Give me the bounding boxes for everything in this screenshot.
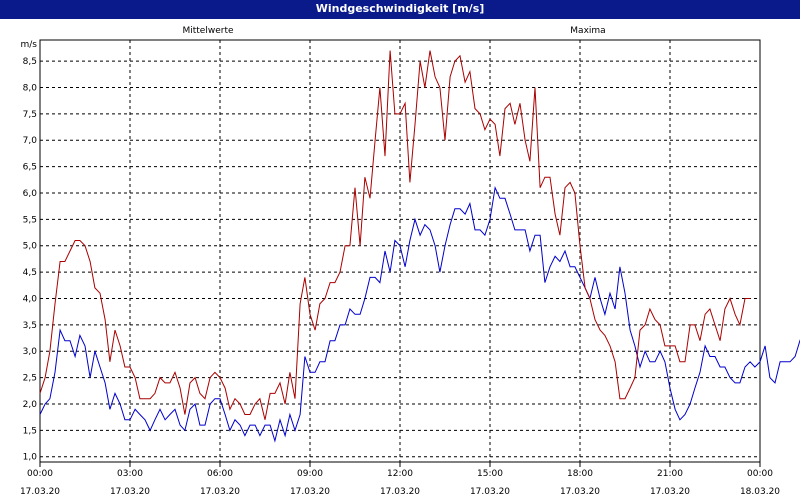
y-tick-label: 2,5 <box>23 374 37 384</box>
x-tick-date-label: 17.03.20 <box>290 487 330 497</box>
y-tick-label: 1,0 <box>23 453 38 463</box>
y-tick-label: 5,0 <box>23 242 38 252</box>
y-tick-label: 8,0 <box>23 83 38 93</box>
y-tick-label: 3,5 <box>23 321 37 331</box>
x-tick-time-label: 00:00 <box>27 469 53 479</box>
y-tick-label: 5,5 <box>23 215 37 225</box>
x-tick-time-label: 06:00 <box>207 469 233 479</box>
x-tick-time-label: 21:00 <box>657 469 683 479</box>
y-tick-label: 2,0 <box>23 400 38 410</box>
x-tick-date-label: 17.03.20 <box>560 487 600 497</box>
series-line-mittelwerte <box>39 185 800 443</box>
x-tick-date-label: 17.03.20 <box>380 487 420 497</box>
x-tick-time-label: 09:00 <box>297 469 323 479</box>
y-tick-label: 6,5 <box>23 163 37 173</box>
y-tick-label: 6,0 <box>23 189 38 199</box>
legend-maxima: Maxima <box>570 26 605 36</box>
y-tick-label: 1,5 <box>23 426 37 436</box>
x-tick-date-label: 17.03.20 <box>20 487 60 497</box>
y-tick-label: 3,0 <box>23 347 38 357</box>
x-tick-time-label: 03:00 <box>117 469 143 479</box>
x-tick-date-label: 18.03.20 <box>740 487 780 497</box>
x-tick-date-label: 17.03.20 <box>470 487 510 497</box>
y-tick-label: 8,5 <box>23 57 37 67</box>
y-tick-label: 7,5 <box>23 110 37 120</box>
x-tick-time-label: 18:00 <box>567 469 593 479</box>
x-tick-date-label: 17.03.20 <box>200 487 240 497</box>
x-tick-time-label: 00:00 <box>747 469 773 479</box>
legend-mittelwerte: Mittelwerte <box>182 26 233 36</box>
y-tick-label: 7,0 <box>23 136 38 146</box>
chart-area: 1,0 1,5 2,0 2,5 3,0 3,5 4,0 4,5 5,0 5,5 6,0 6,5 7,0 7… <box>0 19 800 500</box>
x-tick-date-label: 17.03.20 <box>650 487 690 497</box>
y-tick-label: 4,5 <box>23 268 37 278</box>
chart-title: Windgeschwindigkeit [m/s] <box>0 0 800 19</box>
x-tick-date-label: 17.03.20 <box>110 487 150 497</box>
y-tick-label: 4,0 <box>23 294 38 304</box>
x-tick-time-label: 15:00 <box>477 469 503 479</box>
line-chart: 1,0 1,5 2,0 2,5 3,0 3,5 4,0 4,5 5,0 5,5 6,0 6,5 7,0 7… <box>20 26 800 497</box>
y-axis-label: m/s <box>21 40 38 50</box>
plot-frame <box>39 39 761 463</box>
series-line-maxima <box>39 50 751 420</box>
x-tick-time-label: 12:00 <box>387 469 413 479</box>
